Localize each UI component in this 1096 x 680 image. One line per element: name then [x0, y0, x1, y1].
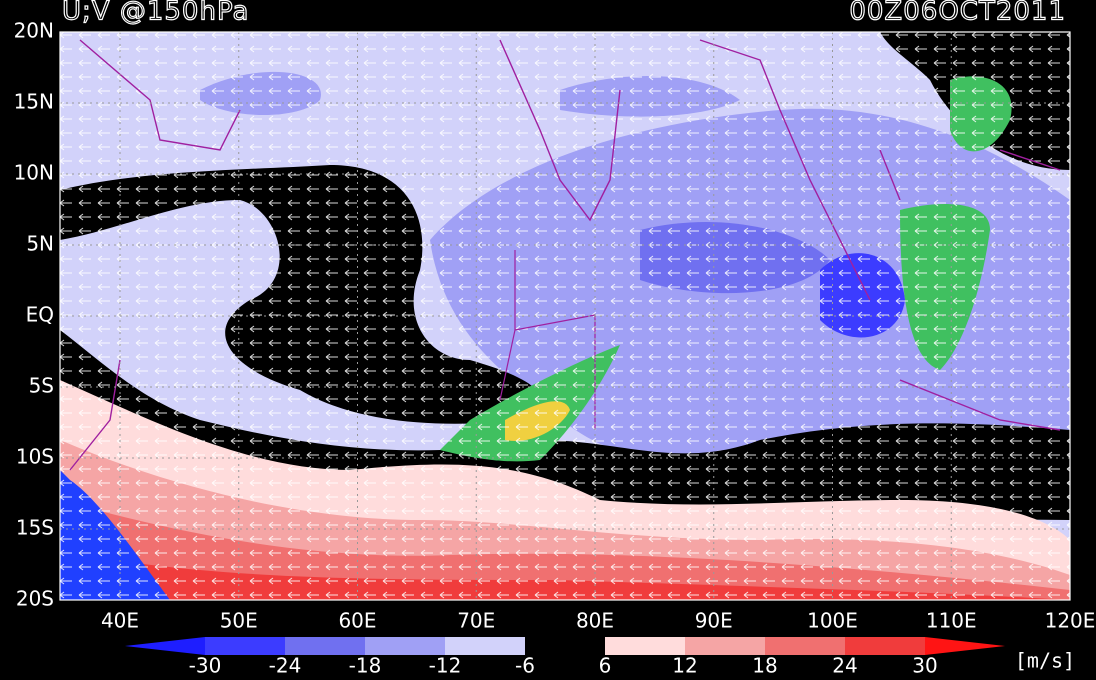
- colorbar-box: [365, 637, 445, 655]
- colorbar-box: [205, 637, 285, 655]
- colorbar-arrow: [925, 637, 1005, 655]
- colorbar-unit: [m/s]: [1015, 649, 1075, 673]
- colorbar-label: 30: [912, 654, 937, 678]
- lat-label: EQ: [26, 303, 54, 327]
- colorbar-label: -6: [515, 654, 535, 678]
- colorbar-label: -18: [349, 654, 382, 678]
- lon-label: 70E: [457, 609, 495, 633]
- colorbar-label: 24: [832, 654, 857, 678]
- lat-label: 20N: [14, 19, 54, 43]
- colorbar-label: 12: [672, 654, 697, 678]
- colorbar-box: [605, 637, 685, 655]
- lat-label: 10N: [14, 161, 54, 185]
- lon-label: 40E: [101, 609, 139, 633]
- colorbar-box: [525, 637, 605, 655]
- map-frame: [59, 31, 1071, 601]
- lon-label: 80E: [576, 609, 614, 633]
- lon-label: 60E: [338, 609, 376, 633]
- lat-label: 15N: [14, 90, 54, 114]
- lat-label: 5S: [29, 374, 54, 398]
- colorbar-label: -12: [429, 654, 462, 678]
- colorbar-box: [765, 637, 845, 655]
- lon-label: 100E: [807, 609, 858, 633]
- colorbar-label: 6: [599, 654, 612, 678]
- lon-label: 120E: [1045, 609, 1096, 633]
- lat-label: 5N: [26, 232, 54, 256]
- colorbar-label: -30: [189, 654, 222, 678]
- lon-label: 90E: [695, 609, 733, 633]
- colorbar-box: [445, 637, 525, 655]
- colorbar-box: [285, 637, 365, 655]
- lon-label: 110E: [926, 609, 977, 633]
- lat-label: 15S: [16, 516, 54, 540]
- lat-label: 10S: [16, 445, 54, 469]
- colorbar-arrow: [125, 637, 205, 655]
- time-label: 00Z06OCT2011: [849, 0, 1066, 27]
- title: U;V @150hPa: [62, 0, 249, 27]
- colorbar-label: -24: [269, 654, 302, 678]
- colorbar-label: 18: [752, 654, 777, 678]
- colorbar-box: [845, 637, 925, 655]
- lon-label: 50E: [220, 609, 258, 633]
- lat-label: 20S: [16, 587, 54, 611]
- colorbar-box: [685, 637, 765, 655]
